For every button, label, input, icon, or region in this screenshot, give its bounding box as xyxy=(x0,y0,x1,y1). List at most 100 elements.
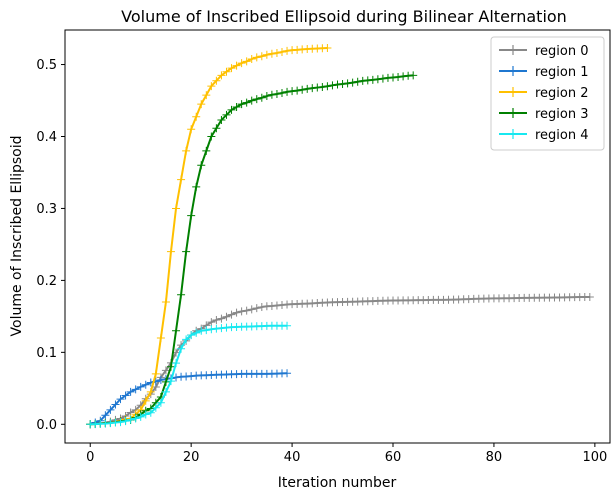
data-point-marker xyxy=(333,80,342,89)
data-point-marker xyxy=(197,100,206,109)
data-point-marker xyxy=(328,81,337,90)
data-point-marker xyxy=(141,410,150,419)
data-point-marker xyxy=(252,53,261,62)
data-point-marker xyxy=(187,211,196,220)
data-point-marker xyxy=(202,146,211,155)
data-point-marker xyxy=(313,83,322,92)
x-tick-label: 20 xyxy=(183,450,200,465)
data-point-marker xyxy=(161,297,170,306)
data-point-marker xyxy=(106,405,115,414)
data-point-marker xyxy=(151,403,160,412)
y-axis-label: Volume of Inscribed Ellipsoid xyxy=(9,136,25,337)
data-point-marker xyxy=(257,93,266,102)
series-region-0 xyxy=(86,292,594,429)
series-region-2 xyxy=(86,43,332,429)
data-point-marker xyxy=(131,414,140,423)
data-point-marker xyxy=(207,318,216,327)
data-point-marker xyxy=(272,90,281,99)
data-point-marker xyxy=(232,61,241,70)
data-point-marker xyxy=(358,76,367,85)
legend-marker xyxy=(508,45,518,55)
y-tick-label: 0.1 xyxy=(36,346,57,361)
data-point-marker xyxy=(394,73,403,82)
series-line xyxy=(90,295,590,426)
data-point-marker xyxy=(146,387,155,396)
data-point-marker xyxy=(585,292,594,301)
data-point-marker xyxy=(399,72,408,81)
data-point-marker xyxy=(111,400,120,409)
x-tick-label: 80 xyxy=(486,450,503,465)
data-point-marker xyxy=(156,398,165,407)
data-point-marker xyxy=(242,98,251,107)
y-tick-label: 0.4 xyxy=(36,130,57,145)
data-point-marker xyxy=(252,304,261,313)
legend-item: region 1 xyxy=(499,65,589,80)
data-point-marker xyxy=(257,303,266,312)
y-axis: 0.0 0.1 0.2 0.3 0.4 0.5 xyxy=(36,58,65,433)
data-point-marker xyxy=(207,325,216,334)
data-point-marker xyxy=(242,306,251,315)
data-point-marker xyxy=(177,175,186,184)
data-point-marker xyxy=(101,411,110,420)
data-point-marker xyxy=(166,362,175,371)
data-point-marker xyxy=(192,112,201,121)
data-point-marker xyxy=(192,182,201,191)
data-point-marker xyxy=(192,328,201,337)
data-point-marker xyxy=(353,77,362,86)
data-point-marker xyxy=(277,47,286,56)
data-point-marker xyxy=(212,124,221,133)
legend-label: region 2 xyxy=(535,86,589,101)
data-point-marker xyxy=(141,396,150,405)
data-point-marker xyxy=(126,387,135,396)
data-point-marker xyxy=(237,59,246,68)
data-point-marker xyxy=(343,79,352,88)
y-tick-label: 0.3 xyxy=(36,202,57,217)
data-point-marker xyxy=(197,326,206,335)
data-point-marker xyxy=(272,301,281,310)
data-point-marker xyxy=(166,377,175,386)
data-point-marker xyxy=(116,418,125,427)
data-point-marker xyxy=(308,84,317,93)
data-point-marker xyxy=(247,55,256,64)
data-point-marker xyxy=(323,43,332,52)
data-point-marker xyxy=(409,71,418,80)
data-point-marker xyxy=(338,79,347,88)
data-point-marker xyxy=(318,83,327,92)
data-point-marker xyxy=(156,333,165,342)
data-point-marker xyxy=(373,75,382,84)
data-point-marker xyxy=(212,315,221,324)
series-layer xyxy=(86,43,594,429)
data-point-marker xyxy=(277,88,286,97)
data-point-marker xyxy=(121,391,130,400)
data-point-marker xyxy=(202,91,211,100)
legend-item: region 4 xyxy=(499,128,589,143)
y-tick-label: 0.5 xyxy=(36,58,57,73)
data-point-marker xyxy=(172,326,181,335)
data-point-marker xyxy=(131,385,140,394)
data-point-marker xyxy=(257,52,266,61)
data-point-marker xyxy=(348,78,357,87)
data-point-marker xyxy=(283,369,292,378)
data-point-marker xyxy=(166,247,175,256)
x-tick-label: 0 xyxy=(86,450,94,465)
data-point-marker xyxy=(283,87,292,96)
x-axis-label: Iteration number xyxy=(278,475,397,491)
data-point-marker xyxy=(227,64,236,73)
data-point-marker xyxy=(303,84,312,93)
series-line xyxy=(90,46,328,426)
data-point-marker xyxy=(232,102,241,111)
data-point-marker xyxy=(187,125,196,134)
data-point-marker xyxy=(272,49,281,58)
chart-title: Volume of Inscribed Ellipsoid during Bil… xyxy=(121,7,567,26)
data-point-marker xyxy=(247,305,256,314)
data-point-marker xyxy=(237,100,246,109)
legend-marker xyxy=(508,108,518,118)
data-point-marker xyxy=(217,115,226,124)
legend-label: region 1 xyxy=(535,65,589,80)
legend: region 0 region 1 region 2 region 3 region 4 xyxy=(490,36,605,151)
x-tick-label: 100 xyxy=(582,450,607,465)
data-point-marker xyxy=(207,82,216,91)
data-point-marker xyxy=(172,359,181,368)
x-axis: 0 20 40 60 80 100 xyxy=(86,443,607,465)
